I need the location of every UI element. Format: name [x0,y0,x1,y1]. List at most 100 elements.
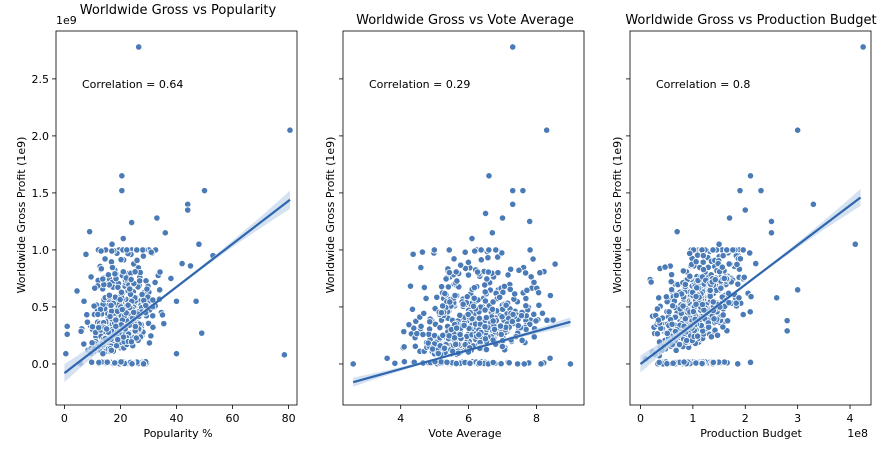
data-point [529,255,537,263]
data-point [713,331,722,339]
data-point [681,280,689,288]
data-point [473,268,482,276]
data-point [746,249,754,257]
data-point [156,268,164,276]
data-point [147,332,155,340]
data-point [422,294,430,303]
data-point [119,268,127,276]
data-point [481,323,489,331]
data-point [436,324,444,332]
data-point [509,43,517,51]
data-point [405,321,413,329]
regression-line [63,198,291,374]
data-point [706,286,714,294]
data-point [440,344,449,352]
data-point [496,293,504,301]
data-point [662,293,670,301]
data-point [481,306,489,314]
data-point [523,286,531,294]
data-point [686,272,694,280]
data-point [111,359,119,367]
data-point [783,327,791,335]
data-point [502,301,510,309]
data-point [439,302,447,310]
data-point [511,290,519,298]
panel-title: Worldwide Gross vs Vote Average [356,13,574,28]
data-point [90,302,98,310]
data-point [692,359,700,367]
data-point [118,187,126,195]
plot-area: 0 20 40 60 80 0.0 0.5 1.0 1.5 2.0 2.5 [32,30,298,425]
data-point [95,358,103,367]
data-point [442,275,450,283]
data-point [167,274,175,283]
data-point [736,255,744,263]
data-point [509,310,517,319]
data-point [411,342,419,350]
data-point [709,246,717,254]
data-point [428,345,437,353]
data-point [433,293,441,301]
data-point [408,305,417,313]
data-point [88,339,96,347]
data-point [424,339,432,347]
data-point [494,269,502,277]
data-point [723,246,731,254]
data-point [490,325,499,333]
data-point [517,312,526,320]
data-point [192,297,200,305]
data-point [452,340,460,348]
data-point [158,311,167,319]
axes-frame [342,30,585,406]
data-point [496,322,505,330]
data-point [138,290,146,299]
data-point [430,246,438,254]
x-tick-label: 40 [170,412,184,425]
data-point [709,358,717,367]
data-point [663,360,671,368]
x-tick-label: 1 [689,412,696,425]
data-point [504,271,512,279]
data-point [80,340,88,348]
data-point [739,246,747,254]
data-point [663,329,671,338]
data-point [461,264,470,272]
panel-title: Worldwide Gross vs Production Budget [625,13,876,28]
data-point [679,267,687,275]
data-point [526,246,534,254]
data-point [118,305,126,314]
data-point [740,273,748,281]
data-point [746,172,755,180]
axes-frame [629,30,872,406]
y-scale-label: 1e9 [56,14,77,27]
data-point [135,43,143,51]
y-axis-label: Worldwide Gross Profit (1e9) [324,137,337,294]
y-tick-label: 0.5 [32,301,50,314]
data-point [705,323,713,331]
data-point [682,336,691,345]
data-point [286,126,294,134]
data-point [675,340,684,349]
data-point [736,187,744,195]
data-point [439,331,447,339]
data-point [108,240,116,248]
data-point [546,354,554,362]
data-point [128,218,136,227]
data-point [86,228,94,236]
data-point [476,359,484,367]
data-point [82,250,90,258]
data-point [116,295,124,304]
x-axis-label: Popularity % [143,427,212,440]
data-point [126,285,134,293]
data-point [741,206,749,214]
data-point [672,291,680,299]
data-point [469,302,478,310]
data-point [97,265,105,273]
data-point [506,285,514,293]
data-point [443,358,451,366]
data-point [724,317,732,325]
data-point [508,317,516,326]
data-point [546,291,554,300]
data-point [719,252,727,260]
